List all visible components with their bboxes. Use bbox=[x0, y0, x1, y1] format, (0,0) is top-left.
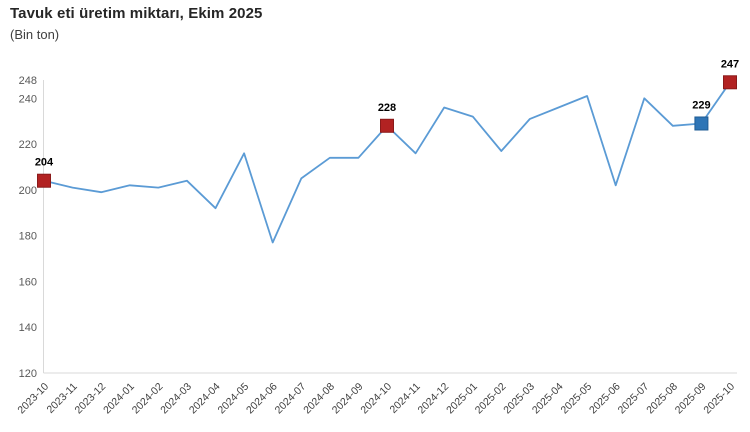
y-tick-label: 240 bbox=[19, 93, 37, 105]
chart-title: Tavuk eti üretim miktarı, Ekim 2025 bbox=[10, 5, 263, 22]
marker-red-square-2025-10[interactable] bbox=[723, 75, 737, 90]
marker-blue-square-2025-09[interactable] bbox=[694, 116, 709, 131]
y-tick-label: 248 bbox=[19, 75, 37, 87]
y-tick-label: 140 bbox=[19, 322, 37, 334]
chart-subtitle: (Bin ton) bbox=[10, 27, 60, 42]
x-tick-label: 2024-10 bbox=[358, 381, 394, 417]
y-tick-label: 180 bbox=[19, 231, 37, 243]
data-label-2024-10: 228 bbox=[378, 102, 396, 114]
marker-red-square-2024-10[interactable] bbox=[380, 118, 394, 133]
y-tick-label: 200 bbox=[19, 185, 37, 197]
y-tick-label: 220 bbox=[19, 139, 37, 151]
data-label-2025-10: 247 bbox=[721, 58, 739, 70]
x-tick-label: 2023-10 bbox=[15, 381, 51, 417]
y-tick-label: 160 bbox=[19, 276, 37, 288]
data-label-2023-10: 204 bbox=[35, 157, 54, 169]
y-tick-label: 120 bbox=[19, 368, 37, 380]
marker-red-square-2023-10[interactable] bbox=[37, 173, 51, 188]
x-tick-label: 2025-10 bbox=[701, 381, 737, 417]
data-label-2025-09: 229 bbox=[692, 99, 710, 111]
